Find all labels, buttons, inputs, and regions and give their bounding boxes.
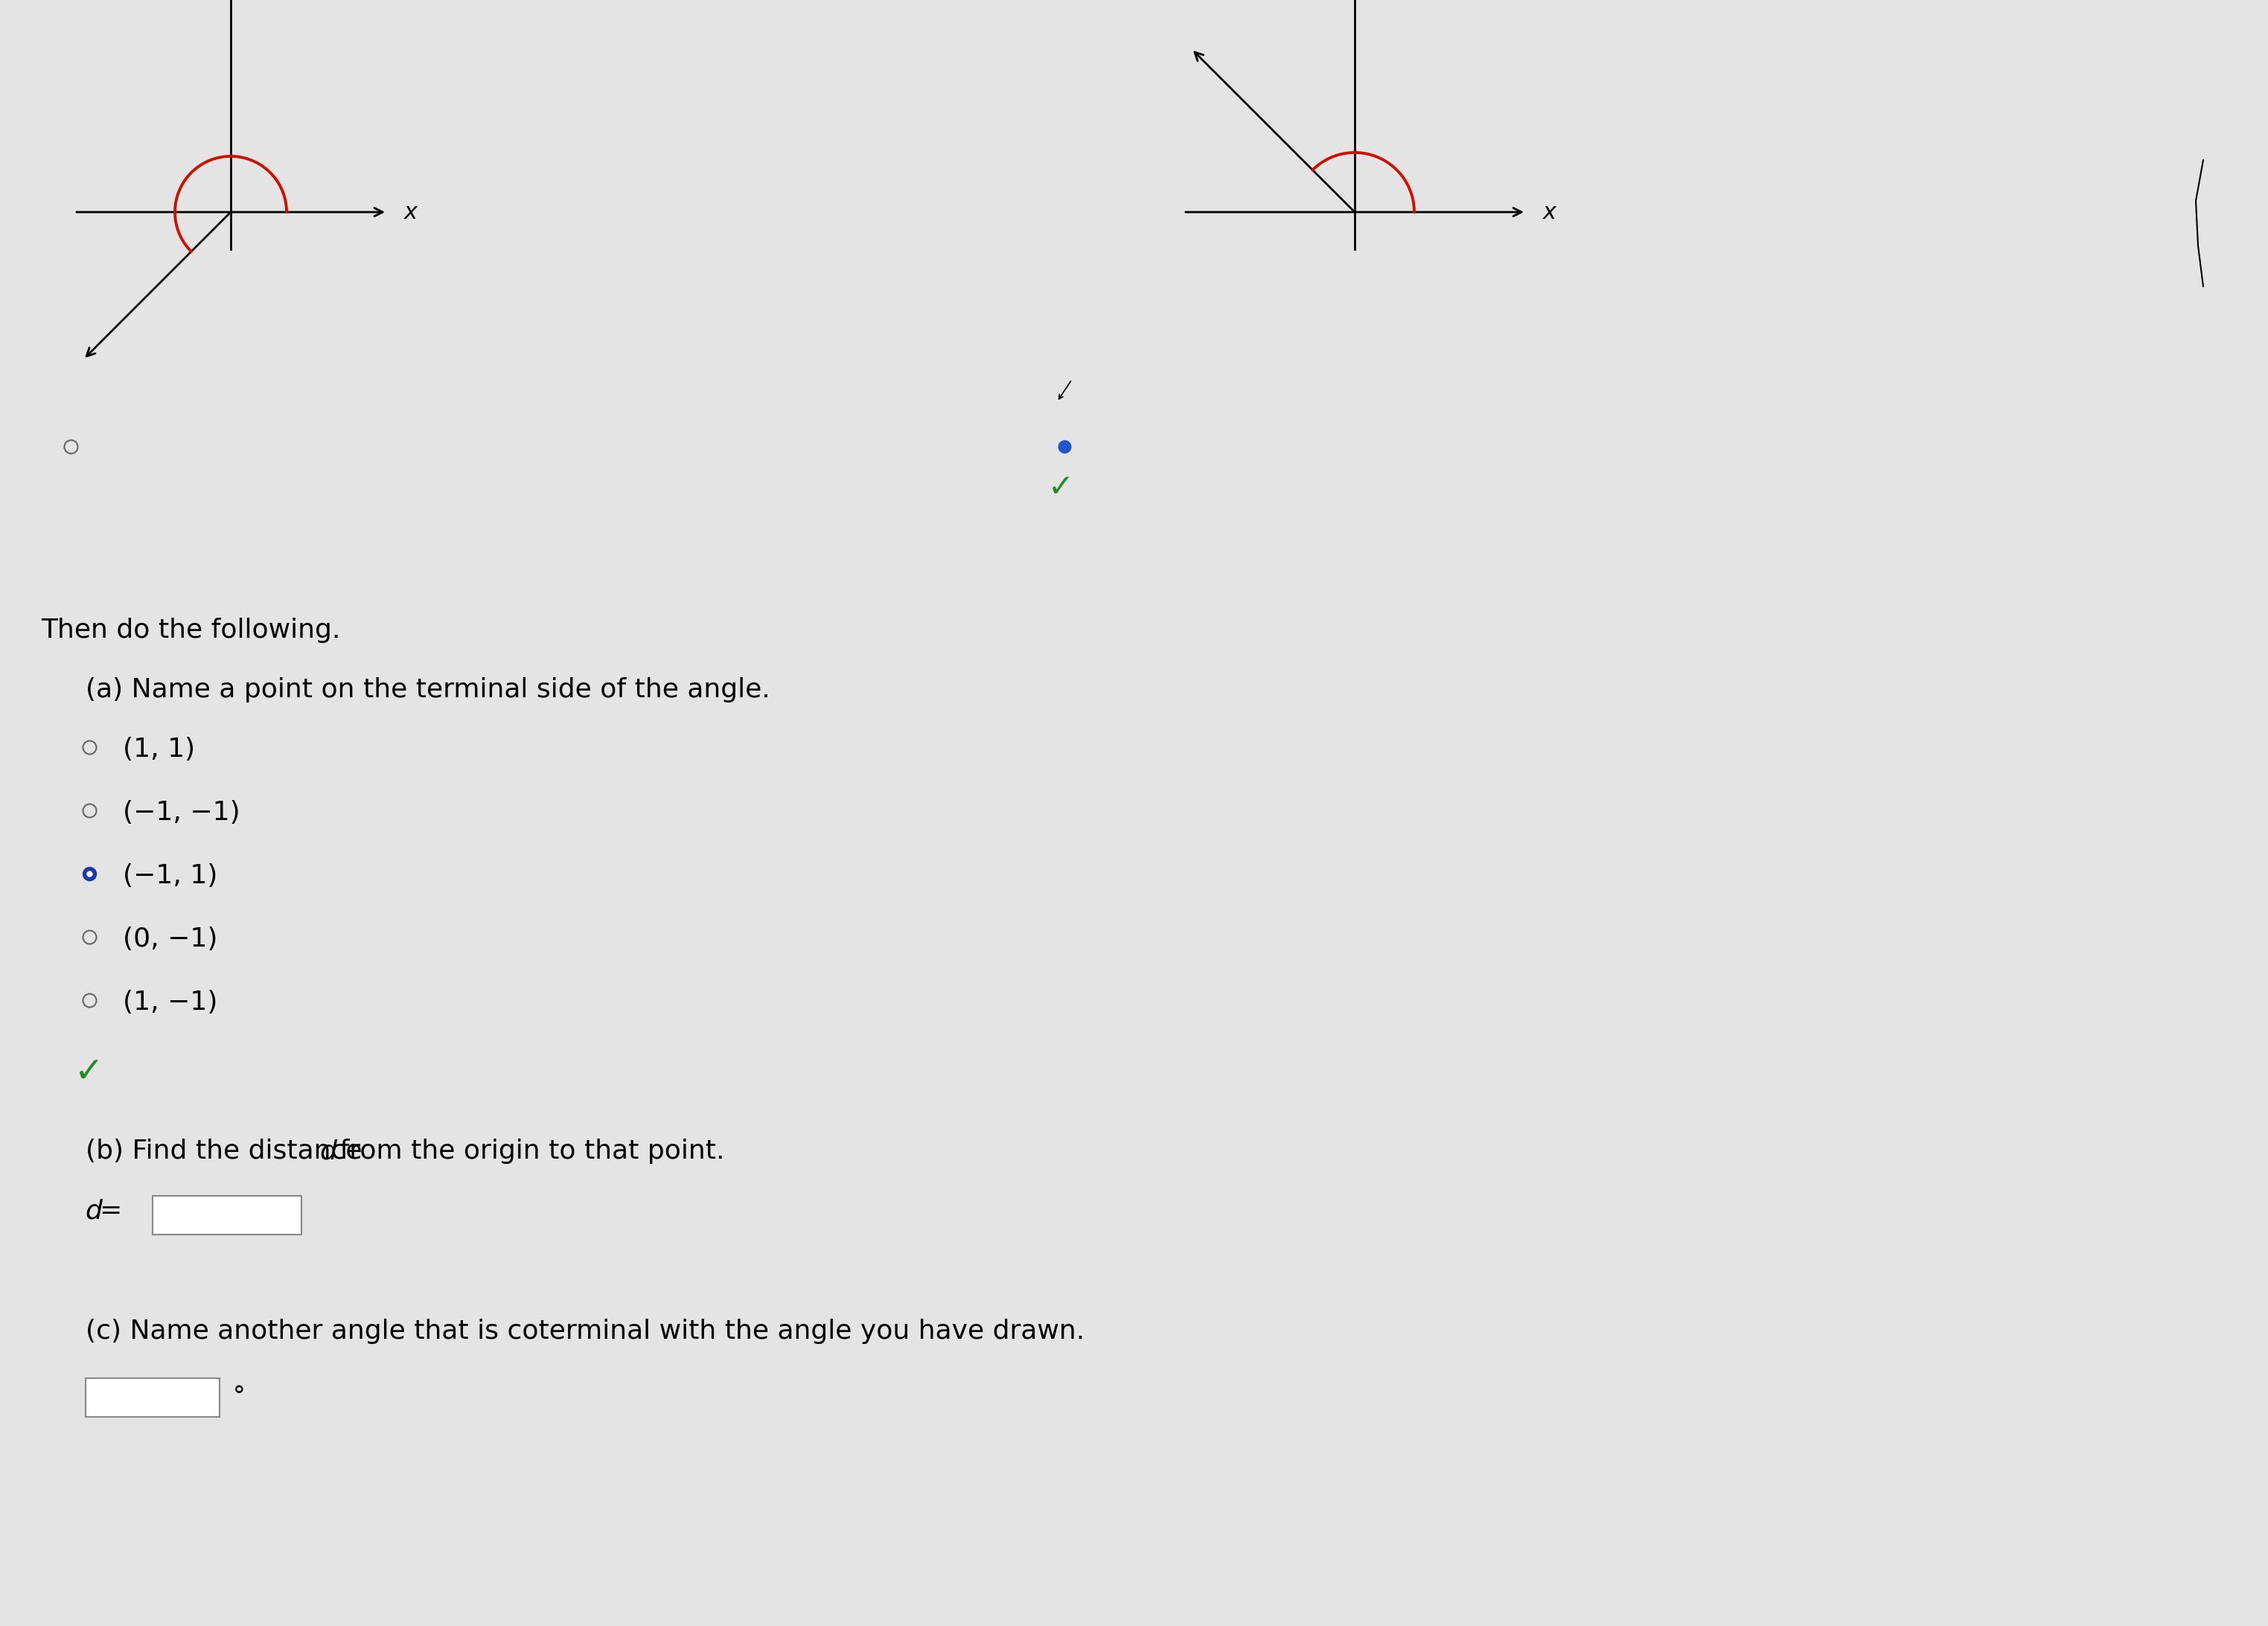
Text: d: d <box>86 1198 111 1223</box>
Text: (1, −1): (1, −1) <box>122 990 218 1015</box>
Text: Then do the following.: Then do the following. <box>41 618 340 642</box>
Text: (a) Name a point on the terminal side of the angle.: (a) Name a point on the terminal side of… <box>86 676 771 702</box>
FancyBboxPatch shape <box>152 1195 302 1234</box>
Text: (−1, −1): (−1, −1) <box>122 800 240 826</box>
Text: x: x <box>404 202 417 223</box>
Text: (b) Find the distance: (b) Find the distance <box>86 1138 370 1164</box>
Text: (1, 1): (1, 1) <box>122 737 195 763</box>
Text: ✓: ✓ <box>1048 472 1073 502</box>
Text: from the origin to that point.: from the origin to that point. <box>331 1138 726 1164</box>
Text: (−1, 1): (−1, 1) <box>122 863 218 888</box>
Text: (c) Name another angle that is coterminal with the angle you have drawn.: (c) Name another angle that is cotermina… <box>86 1319 1084 1345</box>
Text: ✓: ✓ <box>75 1057 104 1089</box>
Text: °: ° <box>234 1385 245 1410</box>
Text: =: = <box>100 1198 122 1223</box>
FancyBboxPatch shape <box>86 1379 220 1416</box>
Text: x: x <box>1542 202 1556 223</box>
Text: (0, −1): (0, −1) <box>122 927 218 951</box>
Text: d: d <box>320 1138 336 1164</box>
